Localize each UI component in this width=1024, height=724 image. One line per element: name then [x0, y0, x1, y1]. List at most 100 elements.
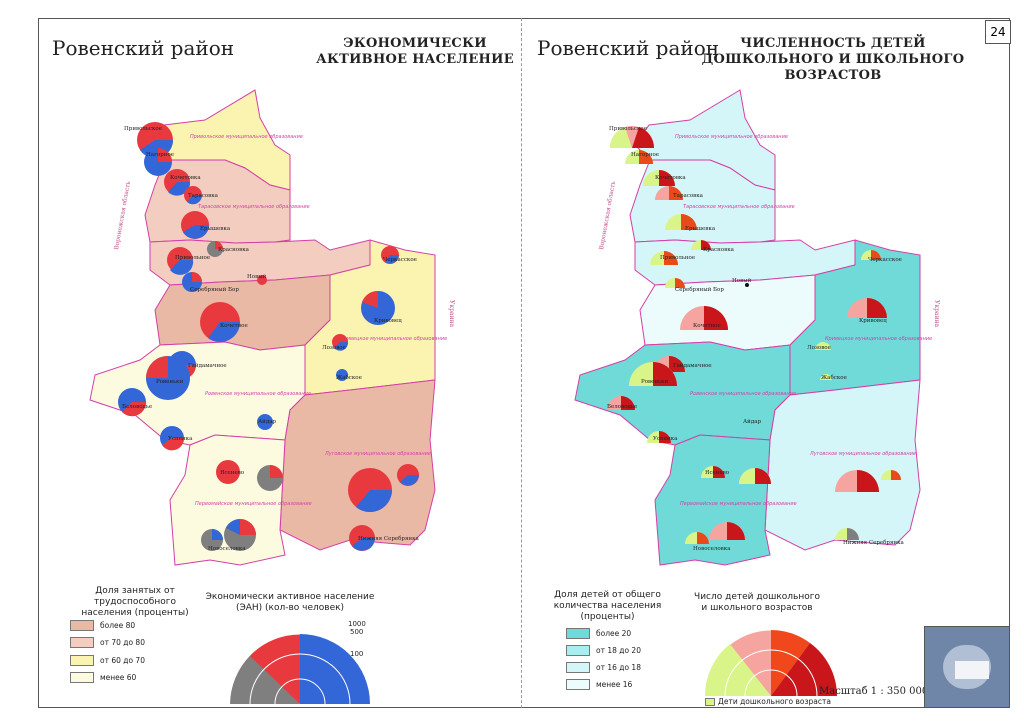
- region-pervomaiskoe[interactable]: [169, 434, 286, 566]
- pie-privolnoe[interactable]: [167, 247, 194, 275]
- semi-pie[interactable]: [685, 532, 709, 544]
- pie-lozovoe[interactable]: [160, 426, 185, 451]
- page-divider: [521, 18, 522, 708]
- town-label: Серебряный Бор: [190, 286, 239, 293]
- semi-pie[interactable]: [861, 250, 881, 260]
- town-label: Беловодье: [122, 404, 152, 410]
- semi-pie[interactable]: [881, 470, 901, 480]
- town-label: Кочетное: [693, 323, 721, 329]
- muni-label-tarasovka: Тарасовское муниципальное образование: [198, 204, 310, 210]
- left-legend-item: менее 60: [70, 672, 136, 683]
- town-label: Новый: [247, 274, 267, 280]
- semi-pie[interactable]: [665, 278, 685, 288]
- semi-pie[interactable]: [701, 466, 725, 478]
- muni-label-krivoe: Кривецкое муниципальное образование: [340, 336, 447, 342]
- legend-swatch: [566, 662, 590, 673]
- pie-pervomai[interactable]: [224, 519, 256, 551]
- pie-erysh[interactable]: [181, 211, 209, 239]
- semi-pie[interactable]: [655, 186, 683, 200]
- town-label: Успенка: [168, 436, 193, 442]
- muni-label-privolnoe-north: Привольское муниципальное образование: [675, 134, 788, 140]
- left-border-label: Воронежская область: [113, 180, 132, 250]
- pie-kochetnoe[interactable]: [200, 302, 240, 342]
- legend-swatch: [566, 645, 590, 656]
- pie-uspenka[interactable]: [381, 246, 399, 264]
- town-label: Привольное: [175, 255, 210, 261]
- semi-pie[interactable]: [820, 374, 832, 380]
- muni-label-pervomai: Первомайское муниципальное образование: [195, 501, 312, 507]
- town-label: Айдар: [258, 419, 276, 425]
- pie-novyi[interactable]: [257, 275, 267, 285]
- left-legend-item: от 70 до 80: [70, 637, 145, 648]
- pie-belovodye[interactable]: [118, 388, 147, 417]
- pie-luganskoe[interactable]: [397, 464, 419, 486]
- semi-pie[interactable]: [709, 522, 745, 540]
- town-label: Успенка: [653, 436, 678, 442]
- semi-pie[interactable]: [680, 306, 728, 330]
- region-kochetnoe[interactable]: [154, 274, 331, 351]
- town-label: Привольское: [124, 126, 162, 132]
- muni-label-pervomai: Первомайское муниципальное образование: [680, 501, 797, 507]
- semi-pie[interactable]: [739, 468, 771, 484]
- muni-label-rovenki: Ровенское муниципальное образование: [690, 391, 796, 397]
- semi-pie[interactable]: [609, 126, 655, 148]
- right-legend-item: менее 16: [566, 679, 632, 690]
- town-label: Ерышевка: [685, 226, 716, 232]
- pie-rovenki[interactable]: [146, 356, 190, 400]
- pie-vladim[interactable]: [257, 465, 283, 491]
- pie-krivoe[interactable]: [361, 290, 395, 325]
- muni-label-lugovoe: Луговское муниципальное образование: [809, 451, 916, 457]
- pie-dyakovo[interactable]: [216, 460, 240, 484]
- town-label: Черкасское: [383, 257, 417, 263]
- semi-pie[interactable]: [815, 342, 831, 350]
- legend-swatch: [705, 697, 715, 706]
- semi-pie[interactable]: [847, 298, 887, 318]
- pie-nizh-serebr[interactable]: [332, 334, 349, 351]
- muni-label-tarasovka: Тарасовское муниципальное образование: [683, 204, 795, 210]
- region-lugovoe[interactable]: [764, 379, 921, 551]
- semi-pie[interactable]: [629, 362, 677, 386]
- muni-label-privolnoe-north: Привольское муниципальное образование: [190, 134, 303, 140]
- town-label: Красновка: [218, 247, 250, 253]
- semi-pie[interactable]: [625, 150, 653, 164]
- right-legend-size-title: Число детей дошкольного и школьного возр…: [694, 592, 820, 613]
- size-legend-value: 100: [350, 650, 363, 658]
- semi-pie[interactable]: [607, 396, 635, 410]
- pie-lugovoe[interactable]: [348, 468, 392, 513]
- right-border-right-label: Украина: [933, 300, 940, 328]
- town-label: Привольское: [609, 126, 647, 132]
- town-label: Привольное: [660, 255, 695, 261]
- page-number: 24: [985, 20, 1011, 44]
- town-label: Черкасское: [868, 257, 902, 263]
- pie-zhabskoe[interactable]: [336, 369, 348, 381]
- town-label: Тарасовка: [188, 193, 219, 199]
- town-label: Новый: [732, 278, 752, 284]
- right-legend-item: более 20: [566, 628, 631, 639]
- pie-serebr[interactable]: [182, 272, 202, 292]
- pie-novoselovka[interactable]: [201, 529, 223, 551]
- semi-pie[interactable]: [691, 240, 711, 250]
- pie-aidar[interactable]: [257, 414, 273, 430]
- town-label: Тарасовка: [673, 193, 704, 199]
- town-dot-novyi: [745, 283, 749, 287]
- semi-pie[interactable]: [647, 431, 671, 443]
- town-label: Новоселовка: [693, 546, 731, 552]
- semi-pie[interactable]: [650, 251, 678, 265]
- pie-nagornoe[interactable]: [144, 148, 172, 176]
- town-label: Кривовец: [374, 318, 402, 324]
- town-label: Нагорное: [631, 152, 659, 158]
- semi-pie[interactable]: [835, 528, 859, 540]
- semi-pie[interactable]: [665, 214, 697, 230]
- logo: [924, 626, 1010, 708]
- right-map-title: ЧИСЛЕННОСТЬ ДЕТЕЙ ДОШКОЛЬНОГО И ШКОЛЬНОГ…: [701, 36, 965, 83]
- pie-krasnovka[interactable]: [207, 241, 223, 257]
- town-label: Серебряный Бор: [675, 286, 724, 293]
- pie-tarasovka[interactable]: [184, 186, 203, 205]
- left-border-right-label: Украина: [448, 300, 455, 328]
- semi-pie[interactable]: [835, 470, 879, 492]
- right-legend-share-title: Доля детей от общего количества населени…: [553, 590, 662, 622]
- right-map: Воронежская область Украина Привольское …: [574, 89, 940, 566]
- map-scale: Масштаб 1 : 350 000: [819, 686, 929, 697]
- semi-pie[interactable]: [643, 170, 675, 186]
- pie-morozovo[interactable]: [349, 525, 375, 551]
